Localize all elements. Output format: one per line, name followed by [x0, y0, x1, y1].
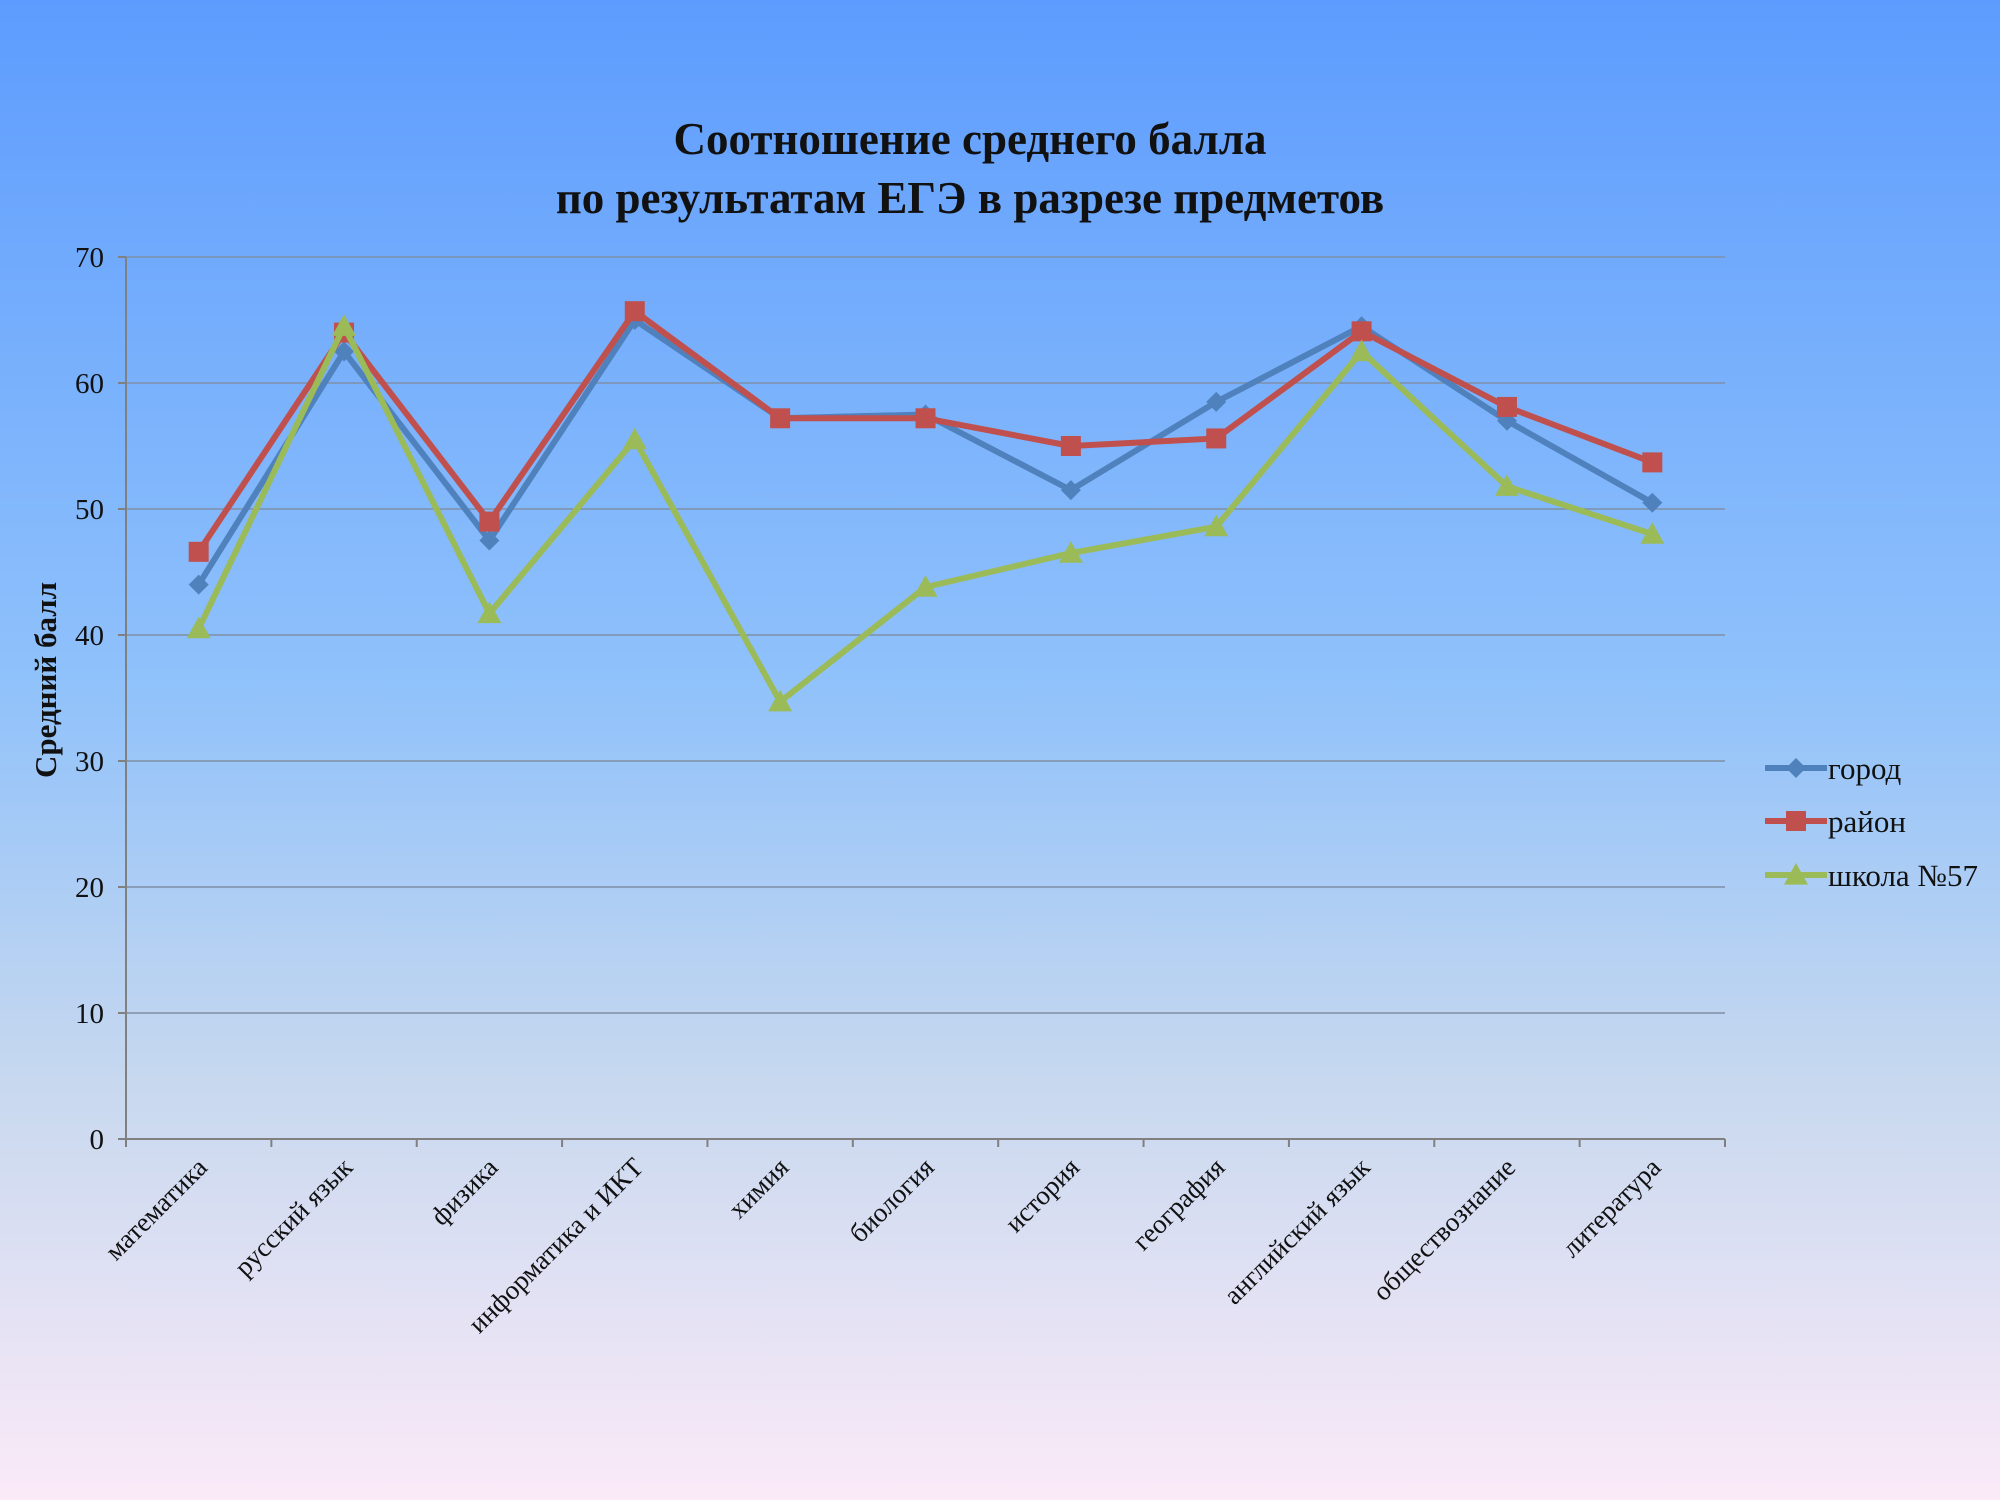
data-point [479, 530, 500, 551]
legend-marker [1784, 863, 1808, 885]
y-axis-label: Средний балл [28, 582, 63, 778]
y-tick-label: 60 [75, 368, 104, 400]
legend-label: район [1828, 804, 1906, 839]
legend-item: школа №57 [1765, 858, 1978, 893]
y-tick-label: 70 [75, 242, 104, 274]
series-line [196, 308, 1654, 554]
x-tick-label: английский язык [1218, 1151, 1377, 1310]
data-point [1496, 396, 1517, 417]
data-point [1642, 492, 1663, 513]
x-tick-label: химия [722, 1152, 794, 1224]
data-point [913, 575, 938, 597]
x-tick-label: география [1126, 1152, 1230, 1256]
chart-title-line-2: по результатам ЕГЭ в разрезе предметов [555, 173, 1385, 223]
data-point [1204, 514, 1229, 537]
x-tick-label: история [999, 1152, 1085, 1238]
data-point [1206, 428, 1227, 449]
data-point [915, 408, 936, 429]
data-point [1351, 321, 1372, 342]
y-tick-label: 20 [75, 872, 104, 904]
data-point [188, 574, 209, 595]
legend-label: город [1828, 751, 1902, 786]
y-tick-label: 40 [75, 620, 104, 652]
axes [125, 257, 1725, 1140]
y-tick-label: 30 [75, 746, 104, 778]
data-point [1058, 541, 1083, 563]
data-point [624, 301, 645, 322]
y-tick-labels: 0 10 20 30 40 50 60 70 [75, 242, 104, 1156]
x-tick-label: литература [1556, 1152, 1667, 1263]
data-point [334, 341, 355, 362]
x-tick-labels: математика русский язык физикаинформатика … [99, 1139, 1726, 1339]
series-triangle [186, 314, 1665, 712]
data-point [1640, 522, 1665, 544]
series-line [196, 317, 1654, 587]
legend-item: район [1765, 804, 1906, 839]
data-point [1349, 339, 1374, 362]
series [186, 301, 1665, 712]
data-point [188, 541, 209, 562]
legend-marker [1786, 811, 1806, 831]
y-tick-label: 0 [90, 1124, 105, 1156]
data-point [1060, 436, 1081, 456]
x-tick-label: физика [425, 1152, 504, 1231]
data-point [186, 616, 211, 639]
data-point [1642, 452, 1663, 473]
gridlines [118, 256, 1725, 1140]
x-tick-label: математика [99, 1152, 213, 1266]
data-point [622, 427, 647, 450]
legend: город район школа №57 [1765, 751, 1978, 893]
legend-marker [1786, 758, 1806, 778]
x-tick-label: биология [843, 1152, 939, 1248]
data-point [1206, 391, 1227, 412]
x-tick-label: русский язык [228, 1151, 359, 1282]
data-point [1060, 480, 1081, 501]
x-tick-label: обществознание [1367, 1152, 1522, 1307]
data-point [768, 689, 793, 712]
series-square [188, 301, 1663, 562]
data-point [332, 314, 357, 336]
y-tick-label: 10 [75, 998, 104, 1030]
chart-title-line-1: Соотношение среднего балла [673, 114, 1267, 164]
legend-label: школа №57 [1828, 858, 1978, 893]
data-point [770, 408, 791, 429]
y-tick-label: 50 [75, 494, 104, 526]
data-point [479, 511, 500, 532]
data-point [477, 601, 502, 624]
legend-item: город [1765, 751, 1902, 786]
data-point [1494, 474, 1519, 496]
